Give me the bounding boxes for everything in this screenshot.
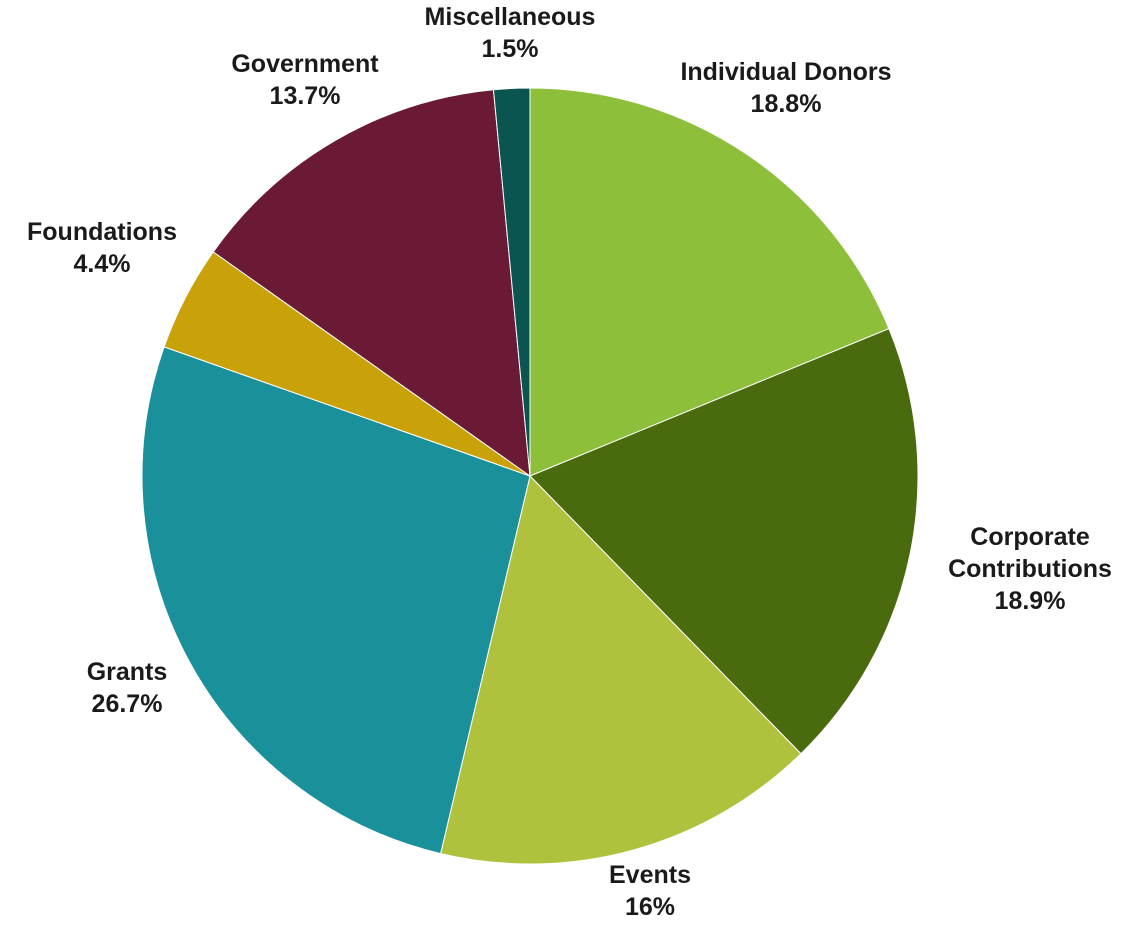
slice-value-label: 4.4% xyxy=(74,250,131,278)
slice-value-label: 18.9% xyxy=(995,587,1066,615)
slice-value-label: 16% xyxy=(625,893,675,921)
slice-value-label: 1.5% xyxy=(482,35,539,63)
pie-label-government: Government 13.7% xyxy=(231,50,379,110)
slice-name-label: Government xyxy=(231,50,379,78)
slice-name-label: Grants xyxy=(87,658,168,686)
slice-name-label: Miscellaneous xyxy=(425,3,596,31)
slice-name-label: Corporate xyxy=(970,523,1090,551)
pie-label-foundations: Foundations 4.4% xyxy=(27,218,177,278)
slice-value-label: 18.8% xyxy=(751,90,822,118)
pie-slice-events xyxy=(440,474,802,865)
pie-slices xyxy=(141,87,919,865)
pie-label-individual-donors: Individual Donors 18.8% xyxy=(680,58,891,118)
slice-value-label: 13.7% xyxy=(270,82,341,110)
pie-label-miscellaneous: Miscellaneous 1.5% xyxy=(425,3,596,63)
slice-name-label: Foundations xyxy=(27,218,177,246)
pie-slice-individual-donors xyxy=(529,87,890,477)
slice-name-label: Contributions xyxy=(948,555,1112,583)
slice-name-label: Events xyxy=(609,861,691,889)
pie-slice-miscellaneous xyxy=(492,87,531,477)
pie-slice-corporate-contributions xyxy=(529,327,919,755)
pie-label-events: Events 16% xyxy=(609,861,691,921)
pie-label-grants: Grants 26.7% xyxy=(87,658,168,718)
pie-slice-grants xyxy=(141,346,531,855)
pie-slice-government xyxy=(212,89,531,478)
pie-labels: Individual Donors 18.8% Corporate Contribut… xyxy=(27,3,1112,921)
pie-label-corporate-contributions: Corporate Contributions 18.9% xyxy=(948,523,1112,615)
slice-name-label: Individual Donors xyxy=(680,58,891,86)
slice-value-label: 26.7% xyxy=(92,690,163,718)
